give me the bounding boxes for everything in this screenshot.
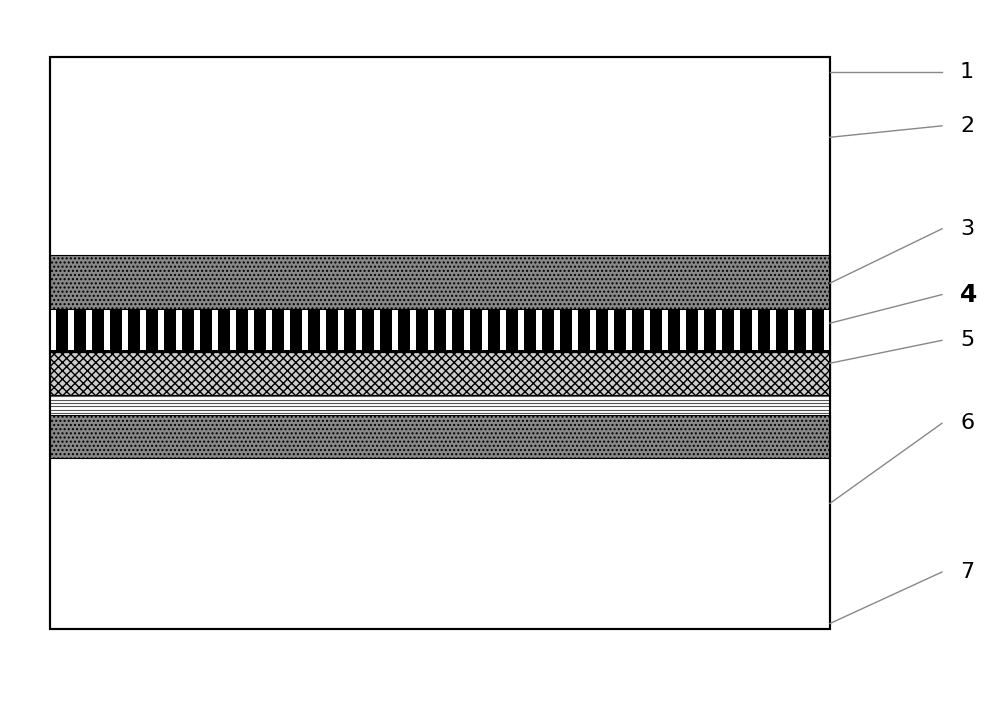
- Bar: [50, 57, 830, 629]
- Bar: [644, 310, 650, 350]
- Bar: [50, 395, 830, 415]
- Bar: [608, 310, 614, 350]
- Bar: [464, 310, 470, 350]
- Text: 1: 1: [960, 61, 974, 82]
- Bar: [122, 310, 128, 350]
- Bar: [428, 310, 434, 350]
- Bar: [50, 310, 56, 350]
- Bar: [338, 310, 344, 350]
- Bar: [50, 57, 830, 629]
- Bar: [50, 309, 830, 352]
- Bar: [680, 310, 686, 350]
- Bar: [806, 310, 812, 350]
- Bar: [50, 415, 830, 458]
- Bar: [554, 310, 560, 350]
- Bar: [50, 255, 830, 309]
- Bar: [518, 310, 524, 350]
- Bar: [446, 310, 452, 350]
- Bar: [68, 310, 74, 350]
- Bar: [374, 310, 380, 350]
- Bar: [212, 310, 218, 350]
- Text: 6: 6: [960, 413, 974, 433]
- Bar: [770, 310, 776, 350]
- Bar: [158, 310, 164, 350]
- Bar: [194, 310, 200, 350]
- Bar: [824, 310, 830, 350]
- Bar: [50, 352, 830, 395]
- Bar: [140, 310, 146, 350]
- Bar: [392, 310, 398, 350]
- Bar: [410, 310, 416, 350]
- Bar: [734, 310, 740, 350]
- Bar: [626, 310, 632, 350]
- Text: 5: 5: [960, 330, 974, 350]
- Bar: [752, 310, 758, 350]
- Bar: [320, 310, 326, 350]
- Text: 2: 2: [960, 116, 974, 136]
- Bar: [572, 310, 578, 350]
- Bar: [176, 310, 182, 350]
- Bar: [536, 310, 542, 350]
- Bar: [284, 310, 290, 350]
- Bar: [230, 310, 236, 350]
- Text: 7: 7: [960, 562, 974, 582]
- Bar: [302, 310, 308, 350]
- Bar: [788, 310, 794, 350]
- Bar: [662, 310, 668, 350]
- Text: 4: 4: [960, 282, 977, 307]
- Bar: [248, 310, 254, 350]
- Bar: [86, 310, 92, 350]
- Bar: [500, 310, 506, 350]
- Bar: [482, 310, 488, 350]
- Bar: [104, 310, 110, 350]
- Bar: [590, 310, 596, 350]
- Bar: [266, 310, 272, 350]
- Text: 3: 3: [960, 219, 974, 239]
- Bar: [698, 310, 704, 350]
- Bar: [356, 310, 362, 350]
- Bar: [716, 310, 722, 350]
